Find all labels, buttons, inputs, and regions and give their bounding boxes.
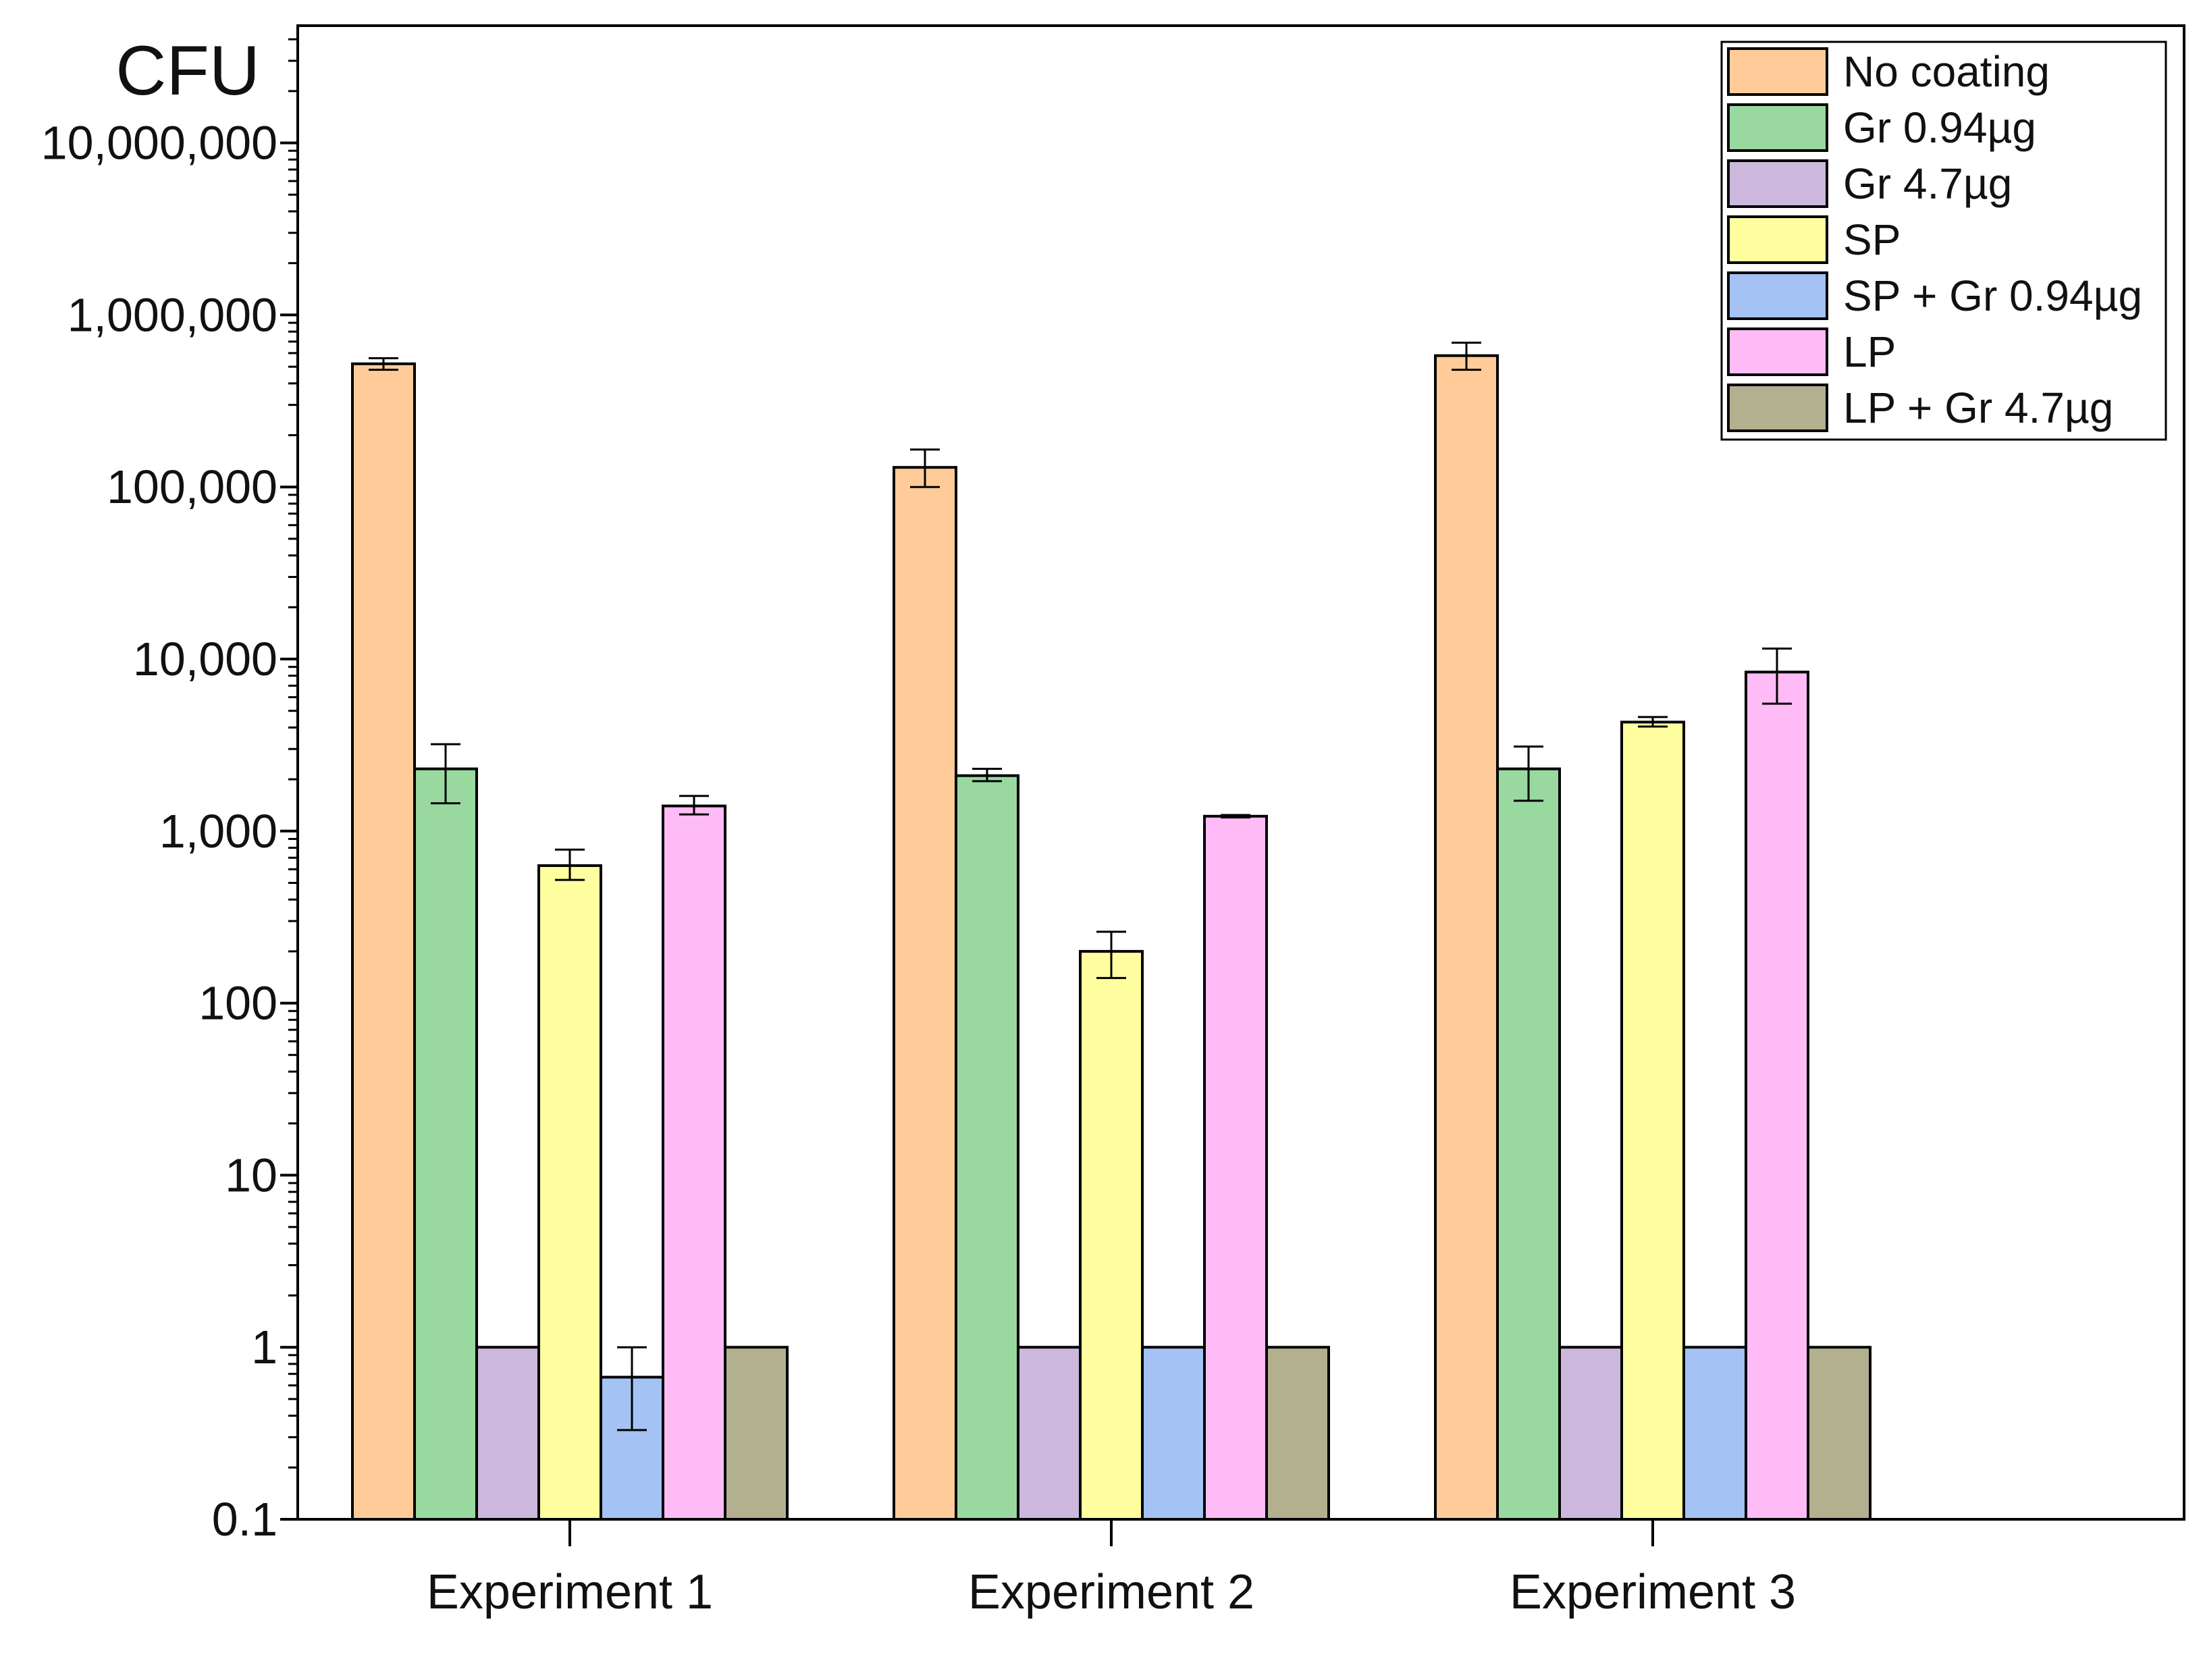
bar xyxy=(893,466,957,1521)
bar xyxy=(1807,1346,1872,1521)
legend-swatch xyxy=(1727,47,1828,96)
y-tick-label: 10 xyxy=(225,1149,277,1201)
bar xyxy=(413,767,478,1521)
bar xyxy=(1141,1346,1206,1521)
y-tick-label: 1,000 xyxy=(159,805,277,858)
legend-entry: LP xyxy=(1843,327,1896,376)
legend-swatch xyxy=(1727,159,1828,208)
y-tick-label: 100,000 xyxy=(107,461,277,513)
y-tick-label: 100 xyxy=(198,977,277,1030)
error-bars-layer xyxy=(369,341,1792,1432)
legend-entry: Gr 0.94µg xyxy=(1843,103,2036,152)
bar xyxy=(1079,949,1144,1521)
y-tick-label: 10,000 xyxy=(133,633,277,685)
legend-entry: SP xyxy=(1843,215,1901,264)
x-tick-label: Experiment 2 xyxy=(968,1565,1254,1619)
bar xyxy=(475,1346,540,1521)
bar xyxy=(1434,354,1499,1521)
bar xyxy=(955,774,1019,1521)
bar xyxy=(1682,1346,1747,1521)
bar xyxy=(1203,814,1268,1521)
x-tick-label: Experiment 1 xyxy=(427,1565,713,1619)
y-tick-label: 10,000,000 xyxy=(41,117,277,169)
legend-swatch xyxy=(1727,384,1828,432)
legend-swatch xyxy=(1727,103,1828,152)
y-tick-label: 1 xyxy=(251,1321,277,1373)
bar xyxy=(351,362,416,1521)
legend: No coating Gr 0.94µg Gr 4.7µg SP SP + Gr 0.9… xyxy=(1720,41,2167,441)
y-tick-label: 1,000,000 xyxy=(68,288,277,341)
bar xyxy=(1620,720,1685,1521)
y-axis: 0.1 1 10 100 1,000 10,000 100,000 1,000,000 10,0… xyxy=(41,38,298,1546)
bar xyxy=(537,864,602,1521)
legend-entry: No coating xyxy=(1843,47,2050,96)
bar xyxy=(724,1346,789,1521)
legend-entry: LP + Gr 4.7µg xyxy=(1843,384,2113,432)
bar xyxy=(662,804,726,1521)
bar xyxy=(1265,1346,1330,1521)
x-tick-label: Experiment 3 xyxy=(1510,1565,1796,1619)
legend-entry: SP + Gr 0.94µg xyxy=(1843,271,2142,320)
legend-entry: Gr 4.7µg xyxy=(1843,159,2012,208)
legend-swatch xyxy=(1727,271,1828,320)
bar xyxy=(1017,1346,1082,1521)
bar xyxy=(1745,671,1809,1521)
legend-swatch xyxy=(1727,327,1828,376)
bar xyxy=(1558,1346,1623,1521)
y-axis-label: CFU xyxy=(115,32,260,110)
bar xyxy=(1496,767,1561,1521)
y-tick-label: 0.1 xyxy=(212,1493,277,1546)
legend-swatch xyxy=(1727,215,1828,264)
x-axis: Experiment 1 Experiment 2 Experiment 3 xyxy=(427,1519,1796,1619)
